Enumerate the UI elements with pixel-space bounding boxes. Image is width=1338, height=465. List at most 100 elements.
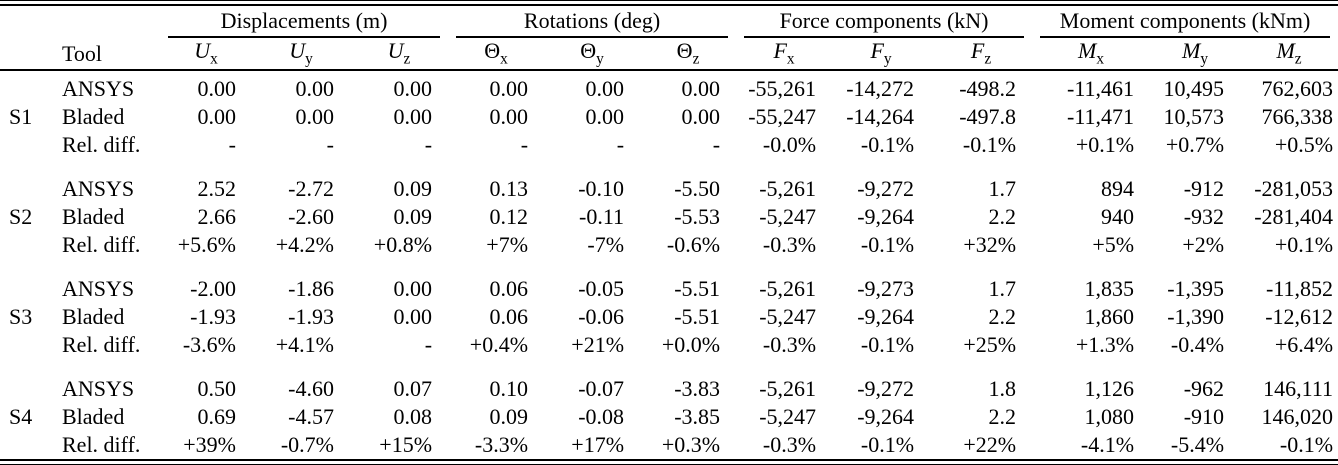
col-header-fz: Fz bbox=[930, 38, 1033, 71]
tool-cell: Rel. diff. bbox=[62, 132, 141, 157]
value-cell: +0.1% bbox=[1274, 232, 1334, 257]
col-header-uz: Uz bbox=[350, 38, 449, 71]
value-cell: 1.7 bbox=[988, 276, 1017, 301]
value-cell: 0.10 bbox=[489, 376, 529, 401]
data-row: S2 ANSYS 2.52 -2.72 0.09 0.13 -0.10 -5.50 -5,261… bbox=[0, 159, 1338, 229]
group-label-displacements: Displacements (m) bbox=[168, 8, 441, 38]
value-cell: 1,080 bbox=[1084, 404, 1135, 429]
value-cell: -5.53 bbox=[674, 204, 721, 229]
value-cell: +0.3% bbox=[661, 432, 721, 457]
value-cell: -0.1% bbox=[860, 232, 915, 257]
value-cell: +0.8% bbox=[373, 232, 433, 257]
value-cell: -2.72 bbox=[288, 176, 334, 201]
value-cell: -0.1% bbox=[962, 132, 1017, 157]
value-cell: -0.08 bbox=[578, 404, 625, 429]
value-cell: 10,495 bbox=[1163, 76, 1225, 101]
tool-cell: Rel. diff. bbox=[62, 432, 141, 457]
value-cell: -9,272 bbox=[857, 376, 915, 401]
col-header-theta-y: Θy bbox=[544, 38, 641, 71]
group-header-displacements: Displacements (m) bbox=[160, 6, 448, 38]
value-cell: 0.09 bbox=[393, 204, 433, 229]
value-cell: -55,261 bbox=[748, 76, 817, 101]
group-label-rotations: Rotations (deg) bbox=[456, 8, 729, 38]
value-cell: +17% bbox=[571, 432, 625, 457]
value-cell: - bbox=[520, 132, 529, 157]
value-cell: -5.4% bbox=[1170, 432, 1225, 457]
tool-cell: Bladed bbox=[62, 404, 125, 429]
value-cell: 2.2 bbox=[988, 404, 1017, 429]
tool-cell: ANSYS bbox=[62, 276, 135, 301]
value-cell: 0.00 bbox=[295, 76, 335, 101]
value-cell: 0.00 bbox=[393, 76, 433, 101]
value-cell: +5.6% bbox=[177, 232, 236, 257]
data-row: Bladed -1.93 -1.93 0.00 0.06 -0.06 -5.51 -5,247… bbox=[0, 303, 1338, 331]
value-cell: - bbox=[424, 132, 433, 157]
value-cell: 2.2 bbox=[988, 204, 1017, 229]
value-cell: - bbox=[616, 132, 625, 157]
value-cell: -0.3% bbox=[762, 232, 817, 257]
value-cell: 1,835 bbox=[1084, 276, 1135, 301]
value-cell: 1,126 bbox=[1084, 376, 1135, 401]
value-cell: 0.00 bbox=[197, 104, 237, 129]
data-row: S1 ANSYS 0.00 0.00 0.00 0.00 0.00 0.00 -55,261 -1… bbox=[0, 70, 1338, 129]
value-cell: 2.2 bbox=[988, 304, 1017, 329]
value-cell: -0.06 bbox=[578, 304, 625, 329]
value-cell: 0.00 bbox=[393, 304, 433, 329]
col-header-theta-x: Θx bbox=[448, 38, 545, 71]
value-cell: -498.2 bbox=[959, 76, 1017, 101]
results-table: Displacements (m) Rotations (deg) Force … bbox=[0, 6, 1338, 459]
value-cell: 0.00 bbox=[393, 104, 433, 129]
data-row: Rel. diff. +39% -0.7% +15% -3.3% +17% +0.3% -0.… bbox=[0, 431, 1338, 459]
group-header-forces: Force components (kN) bbox=[736, 6, 1032, 38]
value-cell: -1,390 bbox=[1167, 304, 1225, 329]
data-row: Rel. diff. +5.6% +4.2% +0.8% +7% -7% -0.6% -0.3… bbox=[0, 231, 1338, 259]
value-cell: 2.66 bbox=[197, 204, 237, 229]
col-header-my: My bbox=[1150, 38, 1241, 71]
value-cell: +39% bbox=[183, 432, 236, 457]
value-cell: -4.57 bbox=[288, 404, 334, 429]
value-cell: 0.12 bbox=[489, 204, 529, 229]
value-cell: -1.86 bbox=[288, 276, 334, 301]
group-label-forces: Force components (kN) bbox=[744, 8, 1025, 38]
value-cell: 894 bbox=[1101, 176, 1135, 201]
bottom-double-rule bbox=[0, 459, 1338, 465]
value-cell: -0.1% bbox=[860, 432, 915, 457]
value-cell: 1,860 bbox=[1084, 304, 1135, 329]
value-cell: 0.50 bbox=[197, 376, 237, 401]
top-double-rule bbox=[0, 0, 1338, 6]
value-cell: 2.52 bbox=[197, 176, 237, 201]
value-cell: -0.3% bbox=[762, 332, 817, 357]
value-cell: -5.51 bbox=[674, 276, 721, 301]
value-cell: -0.10 bbox=[578, 176, 625, 201]
value-cell: -912 bbox=[1183, 176, 1225, 201]
value-cell: -12,612 bbox=[1265, 304, 1334, 329]
value-cell: 766,338 bbox=[1261, 104, 1334, 129]
value-cell: 0.00 bbox=[489, 76, 529, 101]
group-label-moments: Moment components (kNm) bbox=[1040, 8, 1331, 38]
value-cell: +32% bbox=[963, 232, 1017, 257]
data-row: Bladed 0.69 -4.57 0.08 0.09 -0.08 -3.85 -5,247 -… bbox=[0, 403, 1338, 431]
col-header-ux: Ux bbox=[160, 38, 252, 71]
value-cell: -0.4% bbox=[1170, 332, 1225, 357]
value-cell: -0.05 bbox=[578, 276, 625, 301]
value-cell: 0.06 bbox=[489, 304, 529, 329]
value-cell: -11,471 bbox=[1067, 104, 1135, 129]
value-cell: -3.3% bbox=[474, 432, 529, 457]
value-cell: +15% bbox=[379, 432, 433, 457]
tool-cell: Bladed bbox=[62, 304, 125, 329]
value-cell: -497.8 bbox=[959, 104, 1017, 129]
value-cell: -11,852 bbox=[1266, 276, 1334, 301]
value-cell: 146,020 bbox=[1261, 404, 1334, 429]
col-header-mx: Mx bbox=[1032, 38, 1151, 71]
value-cell: +5% bbox=[1092, 232, 1135, 257]
value-cell: -1.93 bbox=[190, 304, 236, 329]
value-cell: -11,461 bbox=[1067, 76, 1135, 101]
group-header-row: Displacements (m) Rotations (deg) Force … bbox=[0, 6, 1338, 38]
value-cell: -3.83 bbox=[674, 376, 721, 401]
value-cell: +6.4% bbox=[1274, 332, 1334, 357]
value-cell: - bbox=[228, 132, 236, 157]
value-cell: 0.13 bbox=[489, 176, 529, 201]
group-header-rotations: Rotations (deg) bbox=[448, 6, 736, 38]
s-column-header bbox=[0, 38, 48, 71]
